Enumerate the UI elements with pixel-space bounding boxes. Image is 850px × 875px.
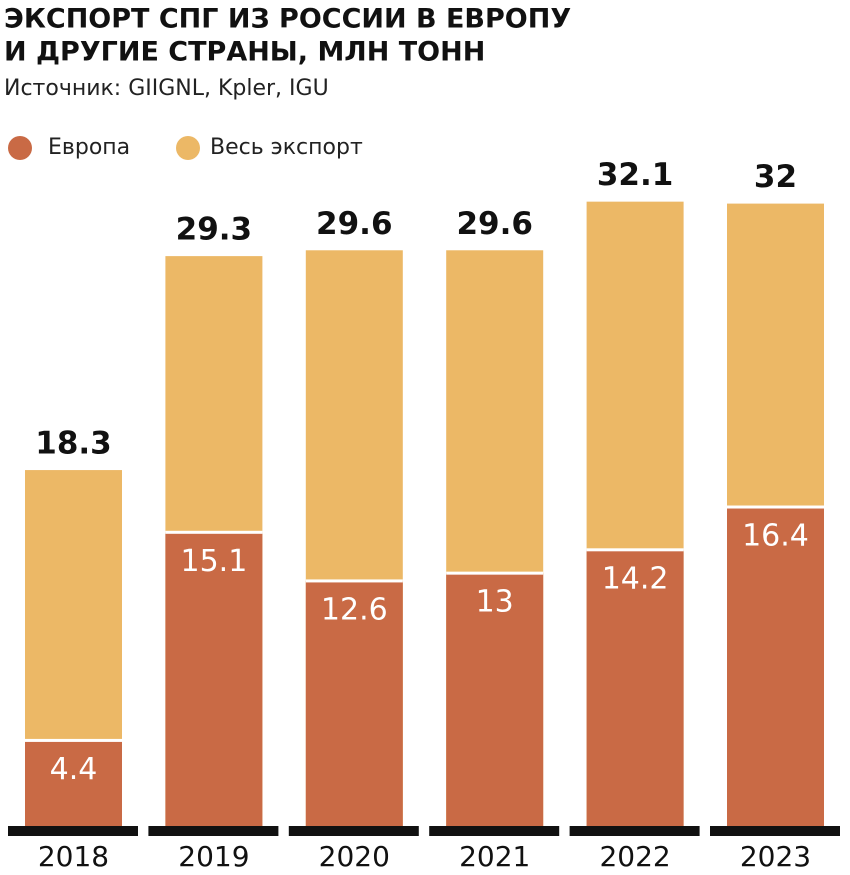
legend-swatch: [8, 136, 32, 160]
bar: [727, 507, 824, 826]
baseline: [288, 826, 419, 836]
value-label: 29.6: [316, 206, 393, 242]
value-label: 16.4: [742, 519, 809, 554]
value-label: 32.1: [597, 157, 674, 193]
bar: [25, 740, 122, 826]
baseline: [710, 826, 840, 836]
x-tick-label: 2021: [459, 840, 530, 873]
baseline: [8, 826, 138, 836]
legend-swatch: [176, 136, 200, 160]
baseline: [148, 826, 279, 836]
bar: [446, 573, 544, 826]
x-tick-label: 2020: [319, 840, 390, 873]
value-label: 4.4: [50, 752, 98, 787]
bar-divider: [727, 505, 824, 509]
baseline: [429, 826, 560, 836]
x-tick-label: 2023: [740, 840, 811, 873]
bar-divider: [586, 548, 684, 552]
value-label: 13: [476, 585, 514, 620]
value-label: 29.3: [176, 212, 253, 248]
chart-subtitle: Источник: GIIGNL, Kpler, IGU: [4, 76, 329, 101]
chart-title: И ДРУГИЕ СТРАНЫ, МЛН ТОНН: [4, 37, 485, 68]
value-label: 14.2: [602, 561, 669, 596]
x-tick-label: 2022: [599, 840, 670, 873]
bar: [305, 580, 403, 826]
baseline: [569, 826, 700, 836]
value-label: 18.3: [35, 426, 112, 462]
value-label: 29.6: [456, 206, 533, 242]
x-tick-label: 2018: [38, 840, 109, 873]
bar: [165, 532, 263, 826]
bar-divider: [446, 571, 544, 575]
bar-divider: [25, 738, 122, 742]
value-label: 15.1: [181, 544, 248, 579]
legend-label: Европа: [48, 135, 130, 160]
chart-title: ЭКСПОРТ СПГ ИЗ РОССИИ В ЕВРОПУ: [4, 4, 571, 35]
bar-divider: [305, 579, 403, 583]
bar: [586, 549, 684, 826]
legend-label: Весь экспорт: [210, 135, 363, 160]
x-tick-label: 2019: [178, 840, 249, 873]
value-label: 12.6: [321, 592, 388, 627]
bar-divider: [165, 530, 263, 534]
value-label: 32: [754, 159, 797, 195]
